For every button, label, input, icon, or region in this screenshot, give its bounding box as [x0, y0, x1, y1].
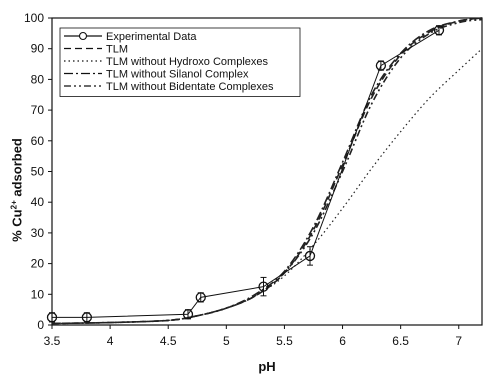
series-layer — [46, 17, 483, 325]
data-point — [433, 25, 445, 36]
experimental-line — [52, 29, 440, 318]
series-line-2 — [51, 48, 483, 325]
x-tick-label: 4.5 — [160, 334, 177, 348]
legend-label: TLM — [106, 44, 128, 56]
x-tick-label: 5.5 — [276, 334, 293, 348]
legend-label: TLM without Silanol Complex — [106, 69, 249, 81]
data-point — [375, 60, 387, 71]
legend-box — [59, 27, 301, 97]
x-tick-label: 6 — [339, 334, 346, 348]
y-tick-label: 100 — [24, 11, 44, 25]
y-tick-label: 90 — [31, 42, 45, 56]
legend-label: Experimental Data — [106, 31, 197, 43]
data-point — [81, 312, 93, 323]
y-axis: 0 10 20 30 40 50 60 70 80 90 100 — [24, 11, 52, 332]
y-tick-label: 40 — [31, 195, 45, 209]
legend-label: TLM without Hydroxo Complexes — [106, 56, 269, 68]
y-tick-label: 50 — [31, 165, 45, 179]
data-point — [304, 250, 316, 262]
y-tick-label: 30 — [31, 226, 45, 240]
y-tick-label: 80 — [31, 72, 45, 86]
x-tick-label: 7 — [455, 334, 462, 348]
x-axis-title: pH — [258, 359, 275, 374]
x-tick-label: 5 — [223, 334, 230, 348]
y-tick-label: 0 — [37, 318, 44, 332]
data-point — [182, 309, 194, 320]
x-tick-label: 6.5 — [392, 334, 409, 348]
x-axis: 3.5 4 4.5 5 5.5 6 6.5 7 — [44, 325, 462, 348]
series-line-4 — [51, 18, 483, 325]
x-tick-label: 3.5 — [44, 334, 61, 348]
y-tick-label: 10 — [31, 287, 45, 301]
y-tick-label: 20 — [31, 257, 45, 271]
legend-label: TLM without Bidentate Complexes — [106, 81, 274, 93]
data-point — [46, 312, 58, 323]
y-tick-label: 70 — [31, 103, 45, 117]
data-point — [258, 281, 269, 292]
x-tick-label: 4 — [107, 334, 114, 348]
data-point — [195, 292, 206, 303]
y-tick-label: 60 — [31, 134, 45, 148]
legend-marker — [78, 31, 88, 41]
